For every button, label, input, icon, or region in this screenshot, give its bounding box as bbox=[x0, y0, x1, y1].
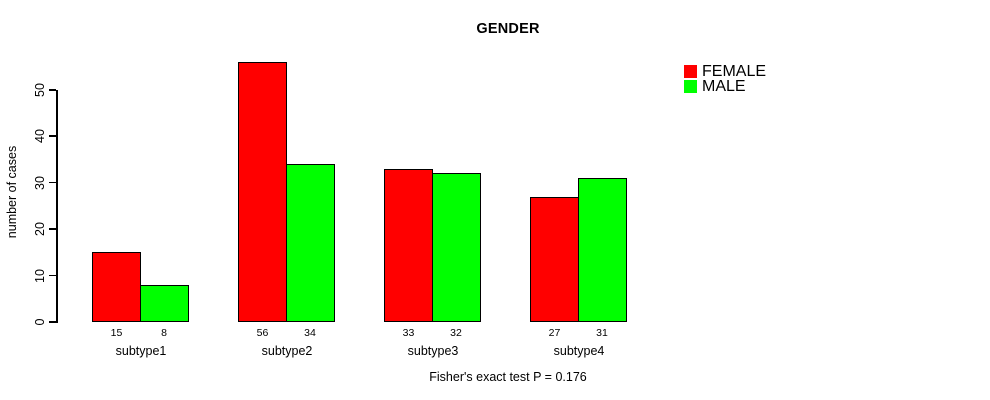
bar-male-subtype3 bbox=[431, 173, 481, 322]
bar-value-label: 56 bbox=[256, 327, 269, 339]
bar-male-subtype4 bbox=[577, 178, 627, 322]
y-axis-tick bbox=[49, 89, 56, 91]
y-axis-tick bbox=[49, 274, 56, 277]
chart-title: GENDER bbox=[476, 21, 540, 37]
y-tick-label: 50 bbox=[33, 82, 47, 97]
bar-value-label: 32 bbox=[450, 327, 462, 339]
y-tick-label: 40 bbox=[33, 129, 47, 144]
y-tick-label: 30 bbox=[33, 175, 47, 190]
x-category-label: subtype3 bbox=[407, 344, 459, 358]
bar-female-subtype4 bbox=[530, 196, 579, 322]
y-axis-label: number of cases bbox=[5, 145, 19, 239]
bar-female-subtype3 bbox=[384, 168, 433, 322]
y-axis-line bbox=[56, 89, 58, 323]
annotation-text: Fisher's exact test P = 0.176 bbox=[429, 370, 587, 384]
legend-swatch-female bbox=[684, 65, 697, 78]
y-axis-tick bbox=[49, 181, 56, 184]
bar-value-label: 31 bbox=[596, 327, 608, 339]
legend: FEMALE MALE bbox=[684, 62, 767, 95]
y-axis-tick bbox=[49, 321, 56, 323]
bar-value-label: 8 bbox=[161, 327, 167, 339]
legend-item-male: MALE bbox=[684, 77, 766, 95]
y-axis-tick bbox=[49, 228, 56, 230]
legend-item-female: FEMALE bbox=[684, 62, 767, 80]
x-category-label: subtype4 bbox=[553, 344, 605, 358]
x-category-label: subtype2 bbox=[261, 344, 313, 358]
bar-value-label: 15 bbox=[110, 327, 123, 339]
y-axis-tick bbox=[49, 135, 56, 137]
legend-label-female: FEMALE bbox=[702, 62, 767, 80]
y-tick-label: 20 bbox=[33, 222, 47, 237]
bar-male-subtype2 bbox=[285, 164, 335, 322]
bar-value-label: 27 bbox=[548, 327, 561, 339]
y-tick-label: 10 bbox=[33, 268, 47, 283]
bar-male-subtype1 bbox=[139, 284, 189, 322]
bar-female-subtype2 bbox=[238, 61, 287, 322]
y-tick-label: 0 bbox=[33, 318, 47, 326]
x-category-label: subtype1 bbox=[115, 344, 167, 358]
bar-value-label: 34 bbox=[304, 327, 316, 339]
legend-swatch-male bbox=[684, 80, 697, 93]
bar-female-subtype1 bbox=[92, 252, 141, 322]
bar-value-label: 33 bbox=[402, 327, 415, 339]
legend-label-male: MALE bbox=[702, 77, 746, 95]
